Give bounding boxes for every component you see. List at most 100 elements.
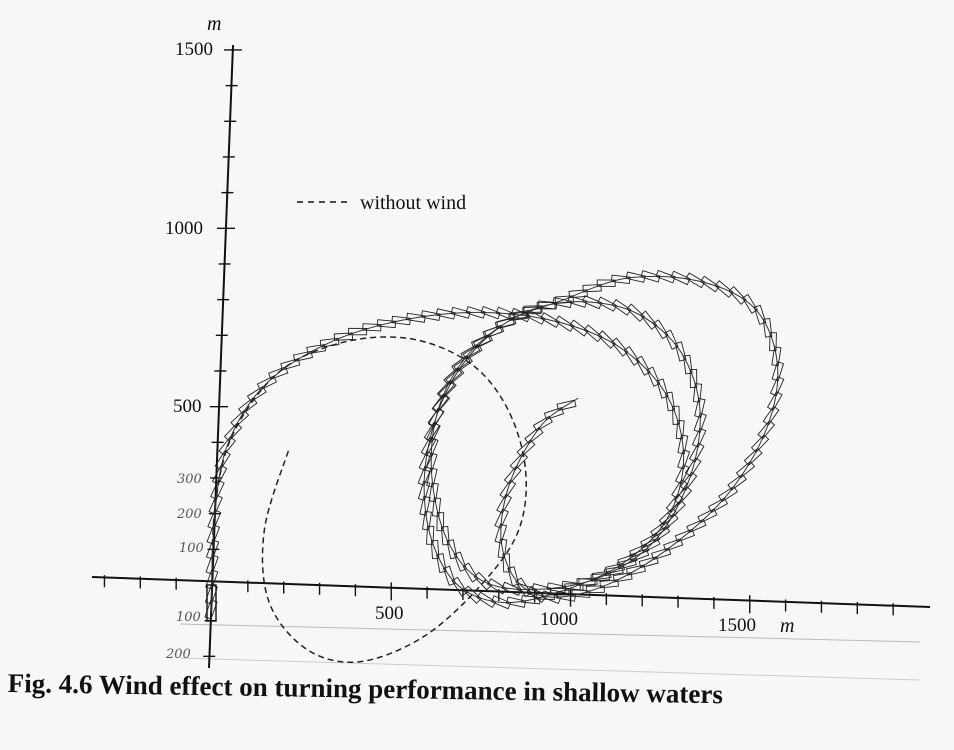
ship-outline-marker <box>697 508 718 524</box>
ship-outline-marker <box>204 584 218 605</box>
ship-outline-marker <box>650 520 670 538</box>
ship-outline-marker <box>362 323 382 332</box>
ship-outline-marker <box>590 572 610 582</box>
ship-outline-marker <box>659 512 679 531</box>
ship-outline-marker <box>450 306 471 319</box>
ship-outline-marker <box>526 585 547 604</box>
ship-outline-marker <box>451 576 468 597</box>
ship-outline-marker <box>735 460 756 479</box>
ship-outline-marker <box>268 366 289 380</box>
ship-outline-marker <box>679 471 698 491</box>
ship-outline-marker <box>506 596 527 608</box>
ship-outline-marker <box>591 570 612 581</box>
ship-outline-marker <box>508 311 528 321</box>
ship-outline-marker <box>665 493 684 513</box>
ship-outline-marker <box>205 554 219 575</box>
ship-outline-marker <box>674 464 690 485</box>
y-tick-label-1500: 1500 <box>175 39 213 60</box>
ship-outline-marker <box>672 405 680 425</box>
ship-outline-marker <box>453 551 467 572</box>
ship-start-marker <box>206 584 217 622</box>
ship-outline-marker <box>663 538 684 552</box>
ship-outline-marker <box>420 310 441 321</box>
series-without-wind-line <box>211 336 527 663</box>
ship-outline-marker <box>655 269 676 284</box>
ship-outline-marker <box>208 494 223 515</box>
ship-outline-marker <box>596 296 618 312</box>
ship-outline-marker <box>280 358 301 371</box>
ship-outline-marker <box>546 582 567 594</box>
ship-outline-marker <box>496 493 512 514</box>
ship-outline-marker <box>462 585 482 604</box>
ship-outline-marker <box>769 376 785 397</box>
ship-outline-marker <box>494 508 509 529</box>
ship-outline-marker <box>628 548 650 562</box>
ship-outline-marker <box>727 473 747 491</box>
y-unit-label: m <box>207 13 221 35</box>
ship-outline-marker <box>640 537 661 553</box>
ship-outline-marker <box>646 366 661 387</box>
ship-outline-marker <box>674 341 687 362</box>
ship-outline-marker <box>610 337 629 357</box>
ship-outline-marker <box>509 452 529 471</box>
ship-outline-marker <box>640 532 661 549</box>
ship-outline-marker <box>496 316 517 329</box>
ship-outline-marker <box>230 409 250 428</box>
ship-outline-marker <box>525 309 546 325</box>
ship-outline-marker <box>425 422 441 443</box>
ship-outline-marker <box>576 578 596 587</box>
ship-outline-marker <box>486 578 507 595</box>
ship-outline-marker <box>664 329 679 350</box>
ship-outline-marker <box>502 553 511 573</box>
ship-outline-marker <box>465 306 486 319</box>
ship-outline-marker <box>762 317 773 338</box>
ship-outline-marker <box>757 420 776 440</box>
ship-outline-marker <box>424 452 438 473</box>
ship-outline-marker <box>436 380 455 399</box>
ship-outline-marker <box>473 571 492 591</box>
ship-outline-marker <box>718 485 738 503</box>
ship-outline-marker <box>753 304 767 325</box>
ship-outline-marker <box>603 566 624 577</box>
ship-outline-marker <box>348 327 368 336</box>
ship-outline-marker <box>581 295 603 310</box>
ship-outline-marker <box>442 565 456 586</box>
ship-outline-marker <box>292 350 314 362</box>
ship-outline-marker <box>612 572 633 583</box>
ship-outline-marker <box>762 405 780 426</box>
ship-outline-marker <box>750 434 770 453</box>
ship-outline-marker <box>674 528 696 543</box>
ship-outline-marker <box>691 427 707 448</box>
ship-outline-marker <box>665 391 676 412</box>
handwritten-label-300: 300 <box>177 472 202 487</box>
ship-outline-marker <box>693 412 707 433</box>
ship-outline-marker <box>431 497 442 517</box>
y-tick-label-500: 500 <box>173 396 202 417</box>
ship-outline-marker <box>639 310 658 330</box>
ship-outline-marker <box>535 592 555 601</box>
ship-outline-marker <box>714 280 734 298</box>
ship-outline-marker <box>658 507 678 526</box>
ship-outline-marker <box>596 279 616 287</box>
ship-outline-marker <box>543 407 565 420</box>
ship-outline-marker <box>556 399 577 411</box>
ship-outline-marker <box>685 272 706 289</box>
ship-outline-marker <box>419 495 431 516</box>
ship-outline-marker <box>541 590 562 604</box>
ship-outline-marker <box>432 393 451 413</box>
ship-outline-marker <box>652 319 669 340</box>
ship-outline-marker <box>743 447 763 466</box>
ship-outline-marker <box>422 510 432 531</box>
ship-outline-marker <box>428 482 439 503</box>
ship-outline-marker <box>677 434 689 455</box>
ship-outline-marker <box>435 308 456 320</box>
legend-label-without-wind: without wind <box>360 192 466 214</box>
ship-outline-marker <box>694 397 706 418</box>
ship-outline-marker <box>667 499 686 518</box>
x-unit-label: m <box>780 615 794 637</box>
ship-outline-marker <box>223 422 243 442</box>
ship-outline-marker <box>426 525 435 545</box>
ship-outline-marker <box>206 524 221 545</box>
ship-outline-marker <box>417 465 432 487</box>
ship-outline-marker <box>256 375 277 391</box>
